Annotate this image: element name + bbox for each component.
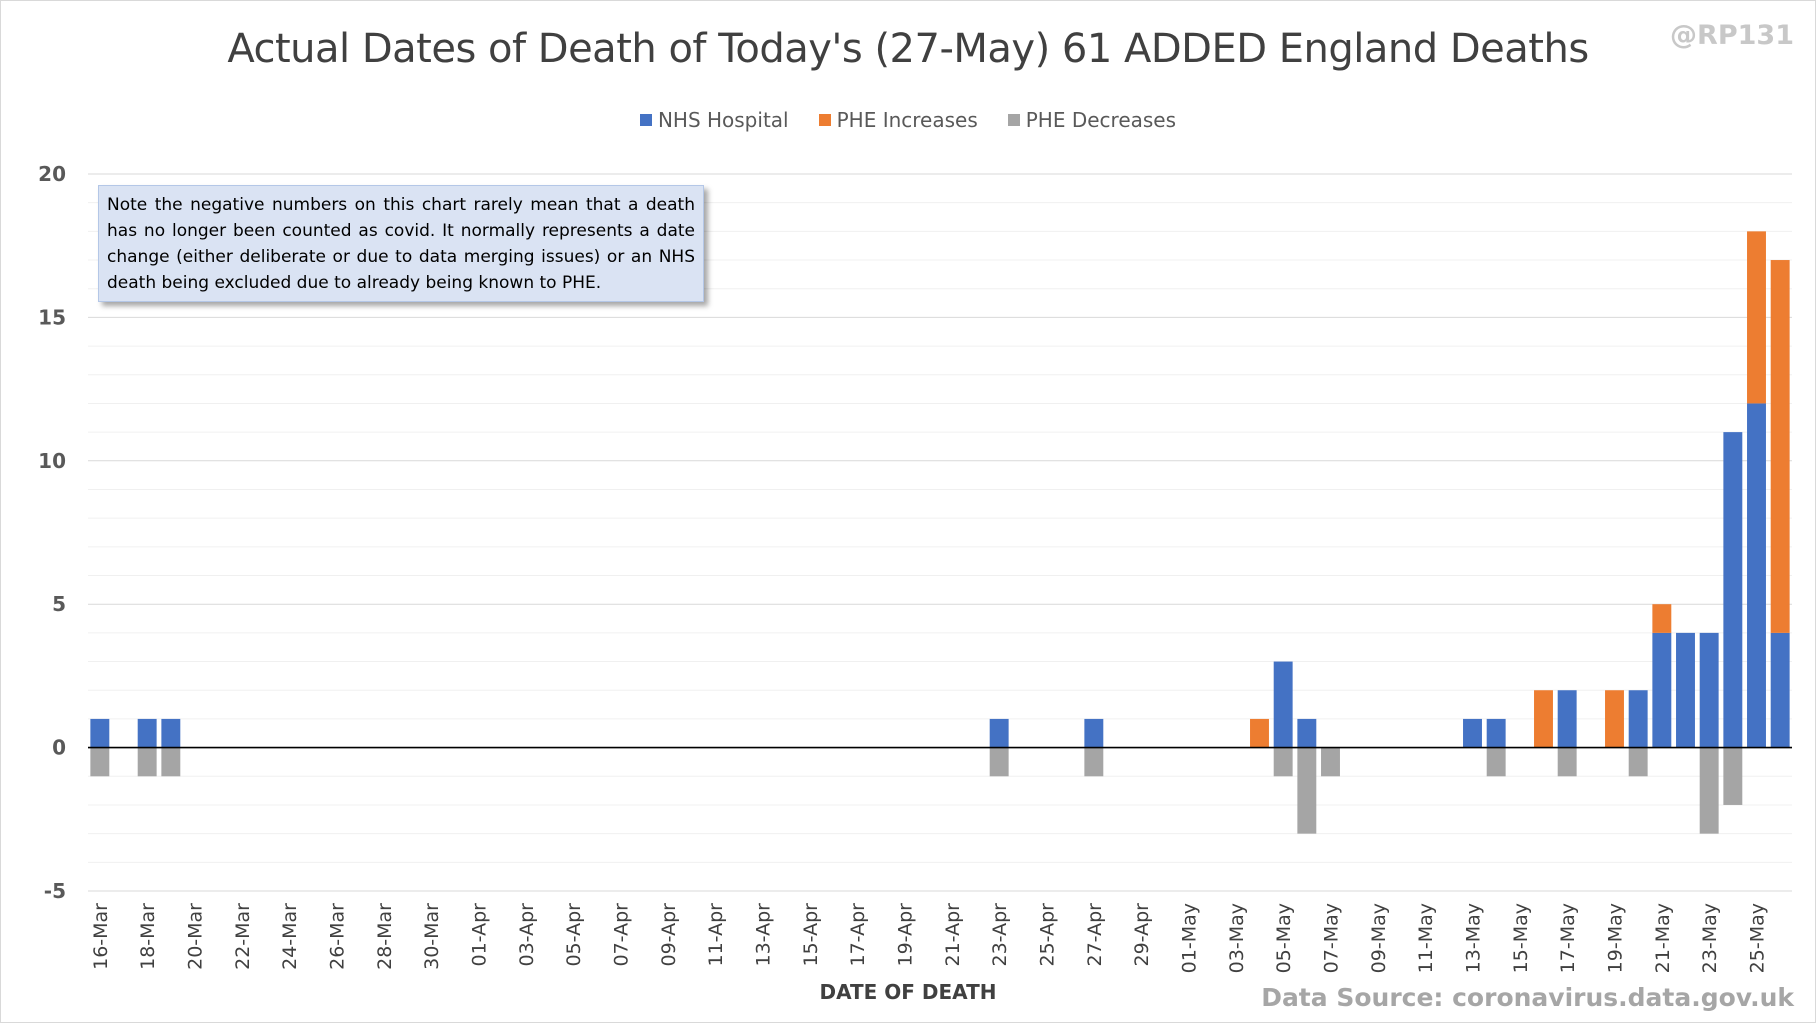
x-tick-label: 29-Apr — [1131, 903, 1153, 967]
x-tick-label: 11-May — [1415, 903, 1437, 973]
legend-label: PHE Decreases — [1025, 108, 1177, 132]
x-tick-label: 17-Apr — [847, 903, 869, 967]
x-tick-label: 21-May — [1652, 903, 1674, 973]
x-tick-label: 22-Mar — [232, 903, 254, 970]
bar-phe-decreases-05-may — [1273, 747, 1293, 777]
x-tick-label: 01-Apr — [469, 903, 491, 967]
bar-phe-decreases-23-may — [1699, 747, 1719, 834]
x-tick-label: 11-Apr — [705, 903, 727, 967]
bar-phe-decreases-16-mar — [90, 747, 110, 777]
bar-nhs-hospital-17-may — [1557, 690, 1577, 748]
bar-phe-decreases-17-may — [1557, 747, 1577, 777]
author-handle: @RP131 — [1670, 20, 1794, 51]
x-tick-label: 27-Apr — [1084, 903, 1106, 967]
chart-title: Actual Dates of Death of Today's (27-May… — [227, 26, 1589, 72]
bar-phe-decreases-19-mar — [161, 747, 181, 777]
x-tick-label: 25-Apr — [1037, 903, 1059, 967]
x-tick-label: 28-Mar — [374, 903, 396, 970]
bar-phe-decreases-20-may — [1628, 747, 1648, 777]
x-tick-label: 30-Mar — [421, 903, 443, 970]
bar-nhs-hospital-24-may — [1723, 432, 1743, 748]
x-tick-label: 07-Apr — [611, 903, 633, 967]
legend-swatch — [818, 114, 831, 126]
bar-phe-decreases-07-may — [1321, 747, 1340, 777]
bar-phe-increases-19-may — [1605, 690, 1624, 748]
x-tick-label: 09-May — [1368, 903, 1390, 973]
note-box: Note the negative numbers on this chart … — [98, 185, 704, 302]
x-tick-label: 17-May — [1557, 903, 1579, 973]
x-tick-label: 19-May — [1605, 903, 1627, 973]
bar-nhs-hospital-22-may — [1676, 632, 1695, 748]
legend-item-phe-increases: PHE Increases — [818, 108, 978, 132]
y-tick-label: 5 — [52, 592, 66, 616]
data-source: Data Source: coronavirus.data.gov.uk — [1261, 983, 1794, 1012]
x-tick-label: 13-Apr — [753, 903, 775, 967]
bar-nhs-hospital-21-may — [1652, 632, 1672, 748]
legend-label: PHE Increases — [836, 108, 978, 132]
x-tick-label: 05-Apr — [563, 903, 585, 967]
legend-item-phe-decreases: PHE Decreases — [1007, 108, 1177, 132]
bar-nhs-hospital-23-apr — [989, 718, 1009, 748]
bar-nhs-hospital-13-may — [1463, 718, 1482, 748]
bar-nhs-hospital-20-may — [1628, 690, 1648, 748]
bar-nhs-hospital-18-mar — [137, 718, 157, 748]
y-tick-label: 0 — [52, 736, 66, 760]
x-tick-label: 23-Apr — [989, 903, 1011, 967]
y-tick-label: 15 — [38, 305, 66, 329]
x-tick-label: 19-Apr — [895, 903, 917, 967]
legend-item-nhs-hospital: NHS Hospital — [639, 108, 789, 132]
x-tick-label: 15-May — [1510, 903, 1532, 973]
x-tick-label: 23-May — [1699, 903, 1721, 973]
x-tick-label: 18-Mar — [137, 903, 159, 970]
bar-phe-decreases-06-may — [1297, 747, 1317, 834]
x-tick-label: 13-May — [1463, 903, 1485, 973]
bar-nhs-hospital-23-may — [1699, 632, 1719, 748]
bar-nhs-hospital-27-apr — [1084, 718, 1104, 748]
x-tick-label: 16-Mar — [90, 903, 112, 970]
x-tick-label: 26-Mar — [327, 903, 349, 970]
bar-phe-increases-26-may — [1770, 260, 1790, 633]
x-tick-label: 07-May — [1321, 903, 1343, 973]
bar-phe-decreases-14-may — [1486, 747, 1506, 777]
x-tick-label: 03-Apr — [516, 903, 538, 967]
x-tick-label: 05-May — [1273, 903, 1295, 973]
bar-phe-decreases-27-apr — [1084, 747, 1104, 777]
x-tick-label: 21-Apr — [942, 903, 964, 967]
bar-nhs-hospital-06-may — [1297, 718, 1317, 748]
bar-nhs-hospital-05-may — [1273, 661, 1293, 748]
bar-phe-decreases-18-mar — [137, 747, 157, 777]
bar-phe-decreases-23-apr — [989, 747, 1009, 777]
y-tick-label: 20 — [38, 162, 66, 186]
bar-phe-decreases-24-may — [1723, 747, 1743, 805]
x-tick-label: 09-Apr — [658, 903, 680, 967]
x-tick-label: 24-Mar — [279, 903, 301, 970]
legend-swatch — [1007, 114, 1020, 126]
bar-phe-increases-21-may — [1652, 604, 1672, 633]
x-tick-label: 03-May — [1226, 903, 1248, 973]
x-axis-title: DATE OF DEATH — [820, 980, 997, 1004]
legend: NHS Hospital PHE Increases PHE Decreases — [0, 108, 1816, 132]
bar-nhs-hospital-14-may — [1486, 718, 1506, 748]
bar-nhs-hospital-16-mar — [90, 718, 110, 748]
bar-phe-increases-16-may — [1534, 690, 1553, 748]
y-tick-label: -5 — [44, 879, 66, 903]
bar-nhs-hospital-25-may — [1747, 403, 1766, 748]
bar-nhs-hospital-26-may — [1770, 632, 1790, 748]
legend-swatch — [639, 114, 652, 126]
y-tick-label: 10 — [38, 449, 66, 473]
bar-phe-increases-25-may — [1747, 231, 1766, 404]
x-tick-label: 15-Apr — [800, 903, 822, 967]
x-tick-label: 20-Mar — [185, 903, 207, 970]
legend-label: NHS Hospital — [657, 108, 789, 132]
x-tick-label: 25-May — [1747, 903, 1769, 973]
bar-nhs-hospital-19-mar — [161, 718, 181, 748]
x-tick-label: 01-May — [1179, 903, 1201, 973]
bar-phe-increases-04-may — [1250, 718, 1269, 748]
